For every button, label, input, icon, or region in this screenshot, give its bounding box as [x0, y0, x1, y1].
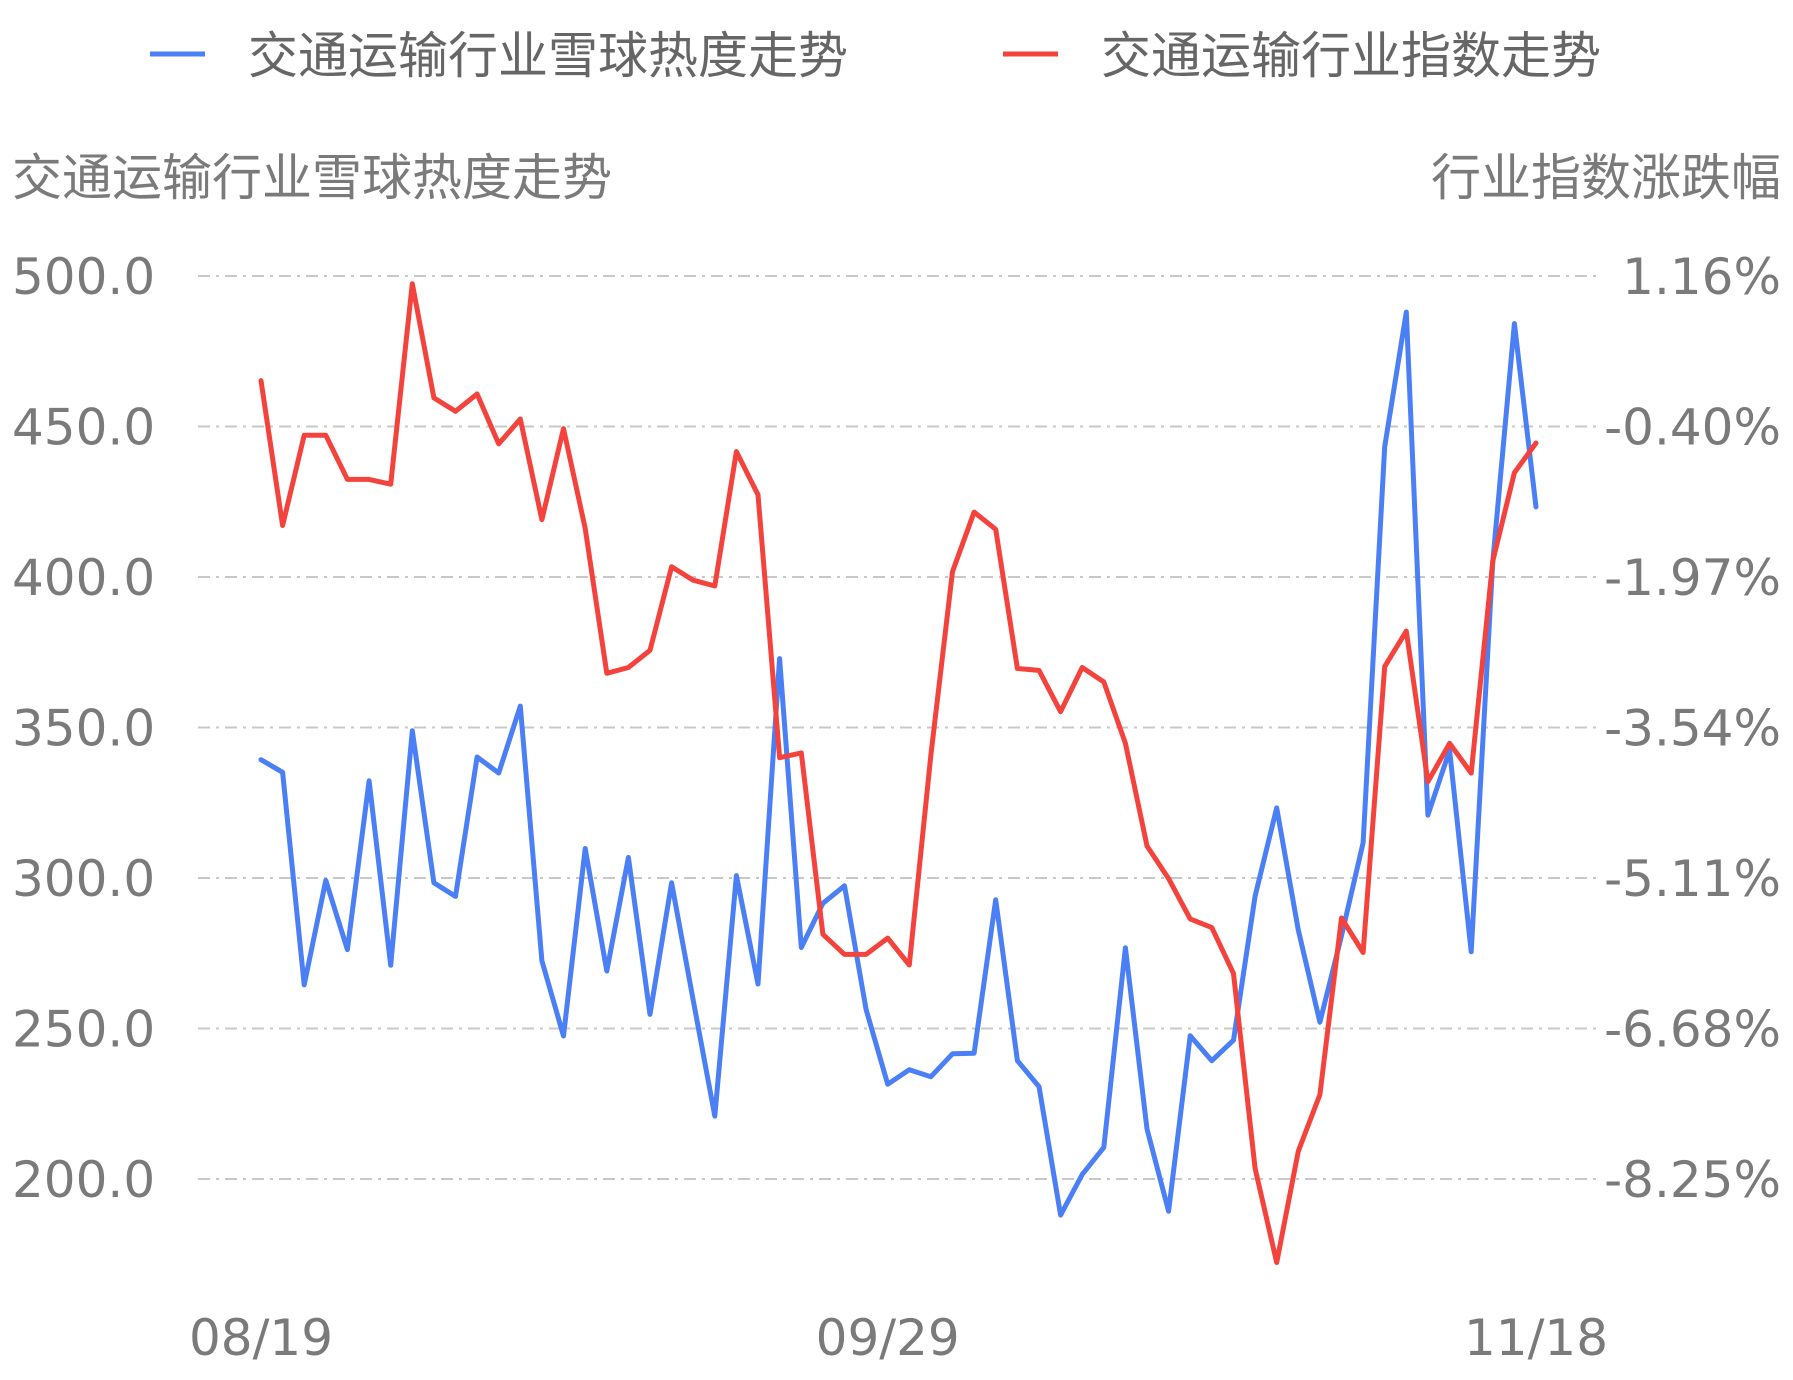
- left-axis-title: 交通运输行业雪球热度走势: [12, 149, 612, 207]
- legend-label-heat: 交通运输行业雪球热度走势: [248, 27, 848, 85]
- right-axis-ticks: 1.16% -0.40% -1.97% -3.54% -5.11% -6.68% -8.25…: [1604, 248, 1781, 1209]
- x-axis-ticks: 08/19 09/29 11/18: [189, 1309, 1608, 1367]
- left-axis-ticks: 500.0 450.0 400.0 350.0 300.0 250.0 200.0: [12, 248, 155, 1209]
- right-tick-label: -3.54%: [1604, 700, 1781, 758]
- series-line-heat: [258, 309, 1539, 1218]
- x-tick-label: 08/19: [189, 1309, 333, 1367]
- right-tick-label: -1.97%: [1604, 549, 1781, 607]
- left-tick-label: 400.0: [12, 549, 155, 607]
- left-tick-label: 450.0: [12, 399, 155, 457]
- right-axis-title: 行业指数涨跌幅: [1431, 149, 1781, 207]
- left-tick-label: 250.0: [12, 1001, 155, 1059]
- x-tick-label: 11/18: [1464, 1309, 1608, 1367]
- left-tick-label: 500.0: [12, 248, 155, 306]
- x-tick-label: 09/29: [816, 1309, 960, 1367]
- left-tick-label: 200.0: [12, 1151, 155, 1209]
- left-tick-label: 350.0: [12, 700, 155, 758]
- legend-label-index: 交通运输行业指数走势: [1101, 27, 1601, 85]
- right-tick-label: -6.68%: [1604, 1001, 1781, 1059]
- series-lines: [258, 281, 1539, 1265]
- right-tick-label: -5.11%: [1604, 850, 1781, 908]
- series-line-index: [258, 281, 1539, 1265]
- right-tick-label: -0.40%: [1604, 399, 1781, 457]
- left-tick-label: 300.0: [12, 850, 155, 908]
- right-tick-label: -8.25%: [1604, 1151, 1781, 1209]
- legend: 交通运输行业雪球热度走势 交通运输行业指数走势: [150, 27, 1601, 85]
- right-tick-label: 1.16%: [1622, 248, 1781, 306]
